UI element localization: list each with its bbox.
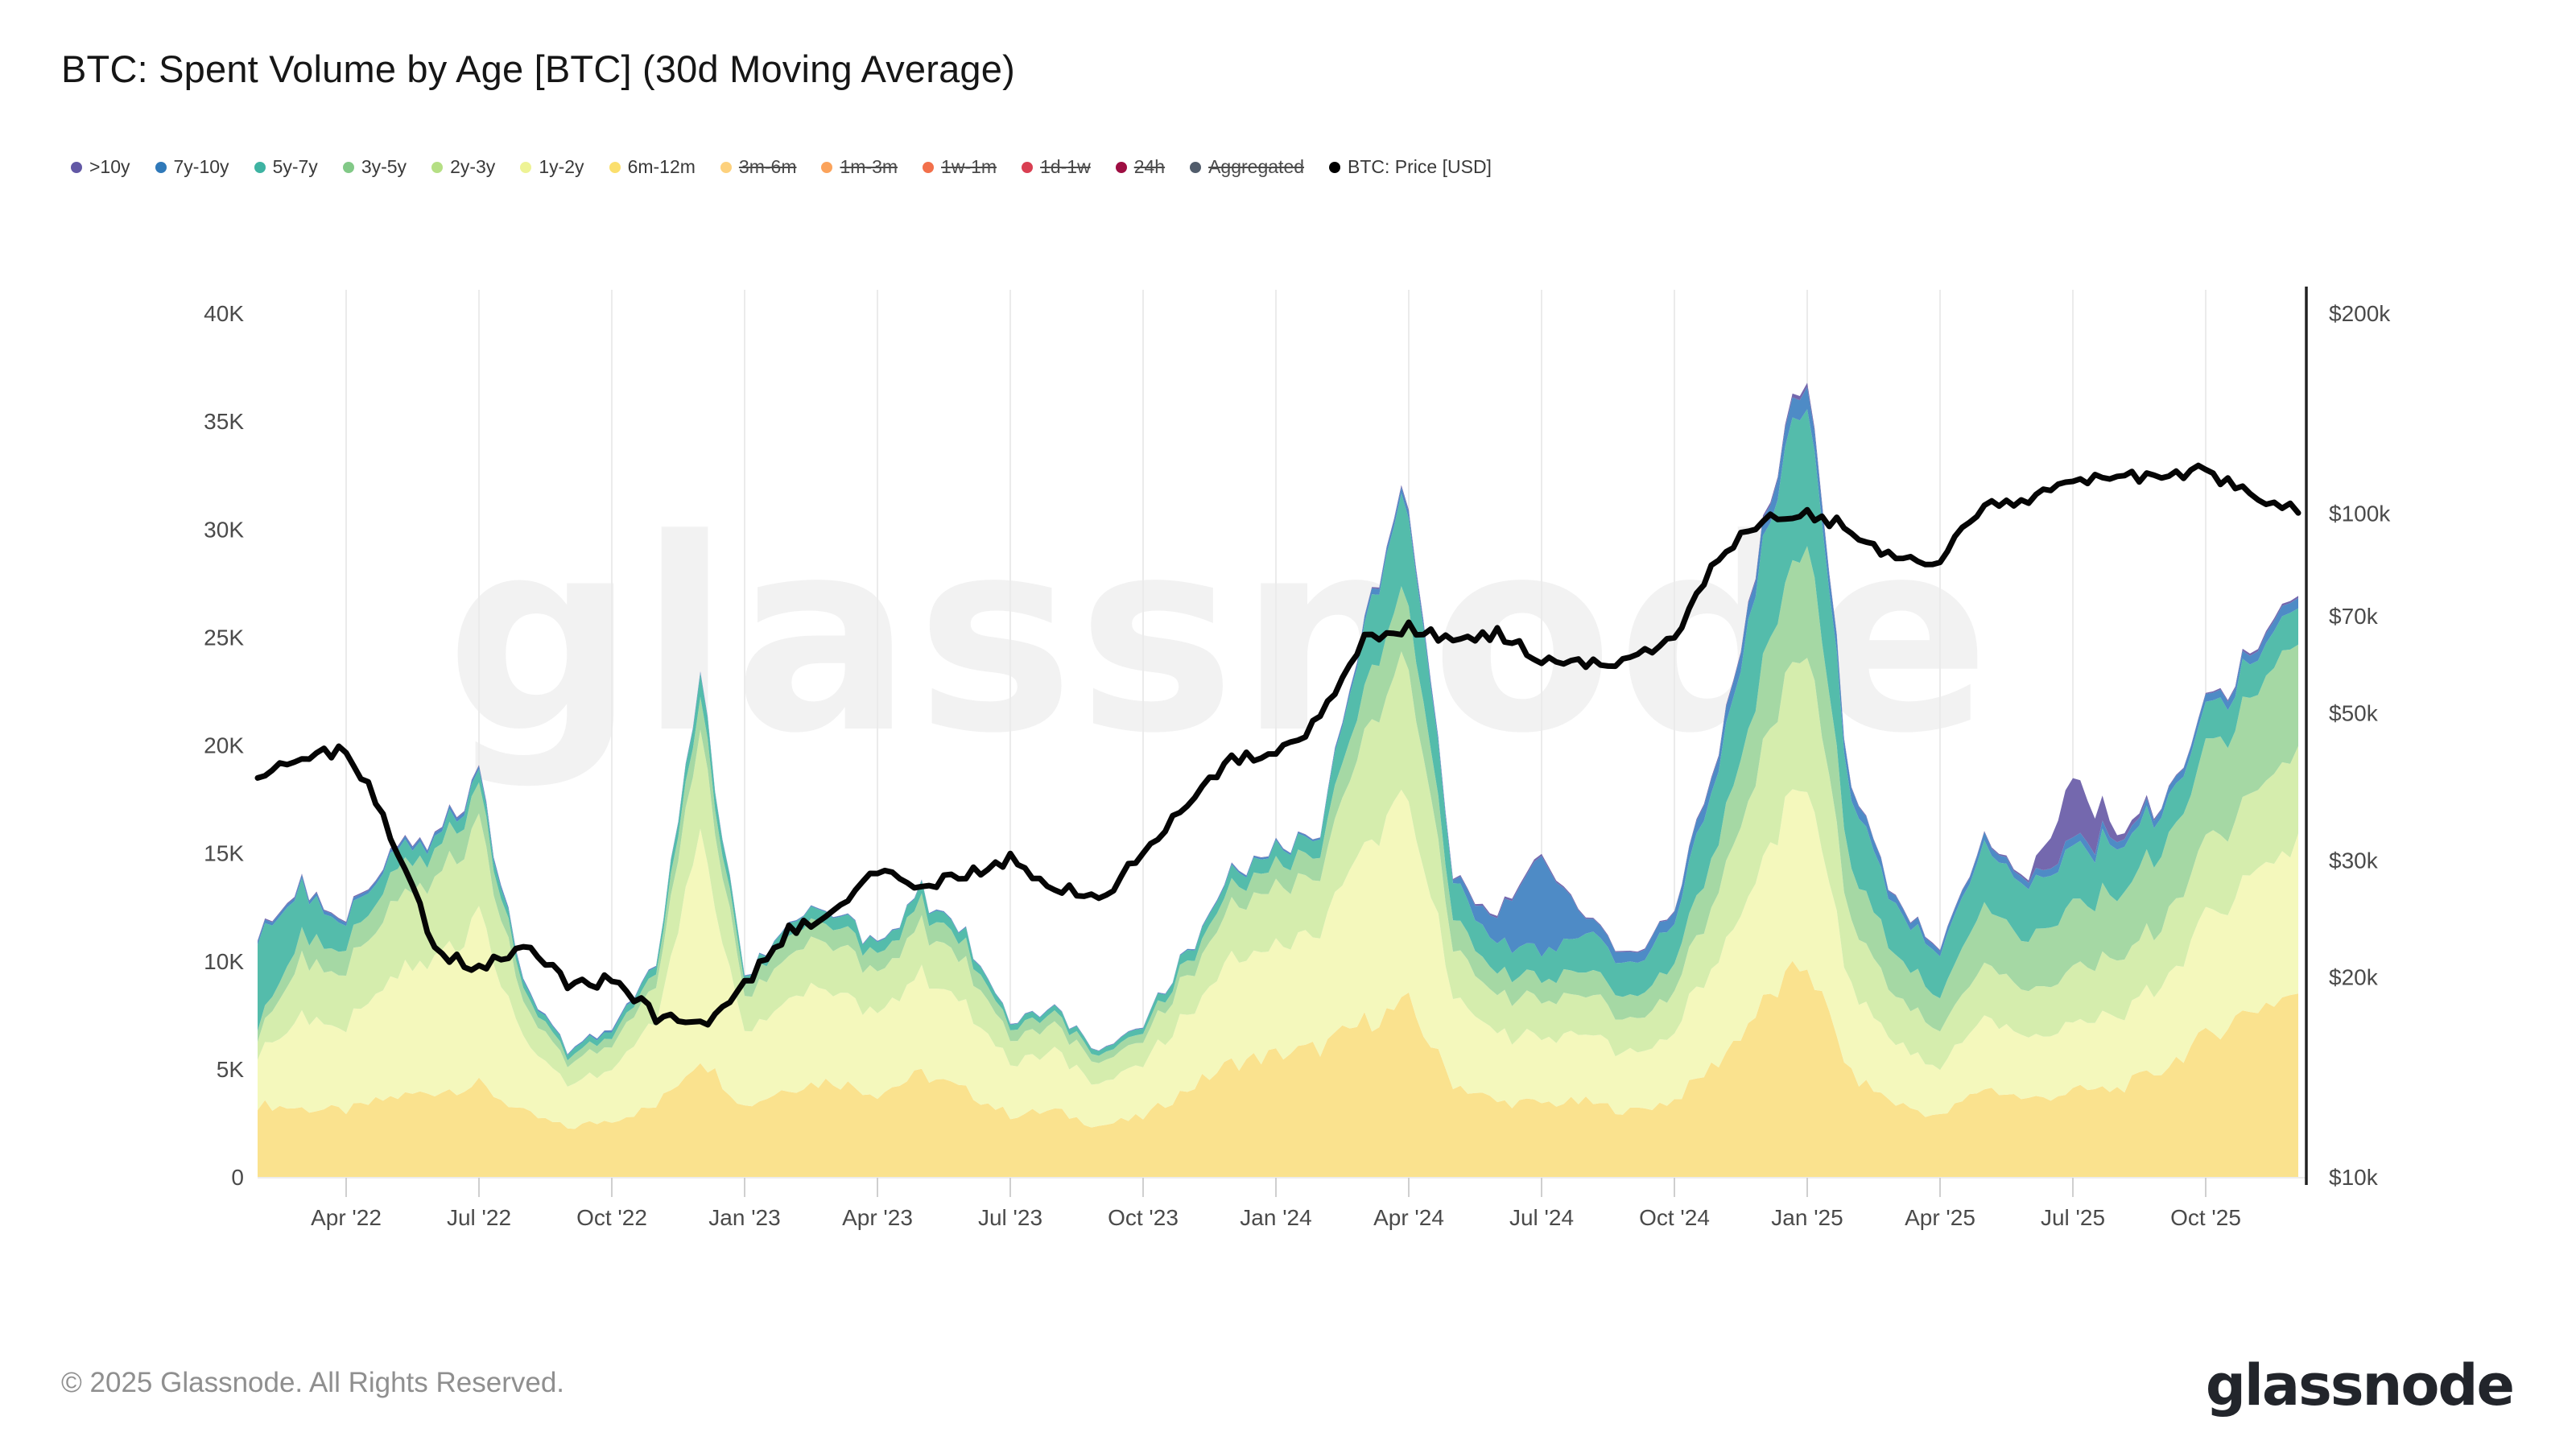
legend-item-10y[interactable]: >10y	[71, 156, 130, 178]
legend-item-6m-12m[interactable]: 6m-12m	[609, 156, 696, 178]
x-label-apr-25: Apr '25	[1905, 1205, 1975, 1230]
legend-dot-10y	[71, 161, 82, 173]
right-axis-label-70k: $70k	[2329, 604, 2379, 629]
legend-label-aggregated: Aggregated	[1208, 156, 1305, 177]
right-axis-label-100k: $100k	[2329, 501, 2391, 526]
legend-label-3m-6m: 3m-6m	[738, 156, 797, 177]
legend-label-6m-12m: 6m-12m	[627, 156, 696, 177]
left-axis-label-5k: 5K	[217, 1057, 245, 1082]
legend-dot-1d-1w	[1022, 161, 1034, 173]
legend: >10y 7y-10y 5y-7y 3y-5y 2y-3y 1y-2y 6m-12m 3m-6…	[71, 156, 1492, 178]
area-6m-12m	[258, 960, 2298, 1178]
x-label-jul-23: Jul '23	[978, 1205, 1042, 1230]
area-2y-3y	[258, 651, 2298, 1087]
legend-item-3y-5y[interactable]: 3y-5y	[342, 156, 407, 178]
right-axis-label-50k: $50k	[2329, 701, 2379, 726]
legend-label-24h: 24h	[1133, 156, 1166, 177]
legend-dot-5y-7y	[254, 161, 266, 173]
legend-label-1w-1m: 1w-1m	[941, 156, 997, 177]
legend-item-2y-3y[interactable]: 2y-3y	[431, 156, 495, 178]
legend-item-1d-1w[interactable]: 1d-1w	[1022, 156, 1091, 178]
legend-dot-1y-2y	[520, 161, 532, 173]
legend-item-1y-2y[interactable]: 1y-2y	[520, 156, 584, 178]
legend-item-btc-price-usd[interactable]: BTC: Price [USD]	[1329, 156, 1492, 178]
x-label-jul-22: Jul '22	[447, 1205, 511, 1230]
legend-dot-aggregated	[1190, 161, 1202, 173]
x-label-oct-24: Oct '24	[1639, 1205, 1710, 1230]
legend-dot-2y-3y	[431, 161, 444, 173]
x-label-jan-24: Jan '24	[1240, 1205, 1311, 1230]
btc-price-line	[254, 462, 2301, 1028]
legend-label-5y-7y: 5y-7y	[272, 156, 318, 177]
left-axis-label-20k: 20K	[204, 733, 244, 758]
x-label-apr-24: Apr '24	[1373, 1205, 1444, 1230]
legend-item-1w-1m[interactable]: 1w-1m	[923, 156, 997, 178]
area-5y-7y	[258, 409, 2298, 1061]
legend-dot-7y-10y	[155, 161, 167, 173]
x-label-oct-22: Oct '22	[576, 1205, 647, 1230]
left-axis-label-15k: 15K	[204, 841, 244, 866]
left-axis-label-40k: 40K	[204, 301, 244, 326]
left-axis-label-30k: 30K	[204, 517, 244, 542]
glassnode-logo: glassnode	[2205, 1352, 2515, 1418]
legend-dot-1m-3m	[821, 161, 833, 173]
x-label-jan-25: Jan '25	[1771, 1205, 1843, 1230]
left-axis-label-35k: 35K	[204, 409, 244, 434]
legend-item-24h[interactable]: 24h	[1115, 156, 1166, 178]
right-axis-label-10k: $10k	[2329, 1165, 2379, 1190]
left-axis-label-10k: 10K	[204, 949, 244, 974]
legend-label-1d-1w: 1d-1w	[1040, 156, 1091, 177]
legend-dot-3y-5y	[342, 161, 354, 173]
legend-label-btc-price-usd: BTC: Price [USD]	[1348, 156, 1492, 177]
x-label-jul-25: Jul '25	[2041, 1205, 2105, 1230]
page-title: BTC: Spent Volume by Age [BTC] (30d Movi…	[61, 47, 1015, 90]
legend-dot-3m-6m	[720, 161, 732, 173]
legend-label-1y-2y: 1y-2y	[539, 156, 584, 177]
legend-item-7y-10y[interactable]: 7y-10y	[155, 156, 229, 178]
legend-dot-btc-price-usd	[1329, 161, 1341, 173]
legend-dot-1w-1m	[923, 161, 935, 173]
x-label-jan-23: Jan '23	[708, 1205, 780, 1230]
legend-item-3m-6m[interactable]: 3m-6m	[720, 156, 797, 178]
legend-item-aggregated[interactable]: Aggregated	[1190, 156, 1304, 178]
area-1y-2y	[258, 789, 2298, 1129]
right-axis-label-200k: $200k	[2329, 301, 2391, 326]
legend-dot-6m-12m	[609, 161, 621, 173]
legend-item-1m-3m[interactable]: 1m-3m	[821, 156, 898, 178]
left-axis-label-25k: 25K	[204, 625, 244, 650]
x-label-jul-24: Jul '24	[1509, 1205, 1574, 1230]
legend-label-1m-3m: 1m-3m	[840, 156, 898, 177]
x-label-oct-23: Oct '23	[1108, 1205, 1179, 1230]
legend-label-7y-10y: 7y-10y	[173, 156, 229, 177]
footer-copyright: © 2025 Glassnode. All Rights Reserved.	[61, 1367, 565, 1398]
x-label-apr-23: Apr '23	[842, 1205, 913, 1230]
x-label-oct-25: Oct '25	[2170, 1205, 2241, 1230]
right-axis-label-30k: $30k	[2329, 848, 2379, 873]
x-label-apr-22: Apr '22	[311, 1205, 382, 1230]
legend-dot-24h	[1115, 161, 1127, 173]
legend-label-2y-3y: 2y-3y	[450, 156, 496, 177]
legend-item-5y-7y[interactable]: 5y-7y	[254, 156, 318, 178]
legend-label-3y-5y: 3y-5y	[361, 156, 407, 177]
left-axis-label-0: 0	[231, 1165, 244, 1190]
legend-label-10y: >10y	[89, 156, 130, 177]
right-axis-label-20k: $20k	[2329, 965, 2379, 990]
